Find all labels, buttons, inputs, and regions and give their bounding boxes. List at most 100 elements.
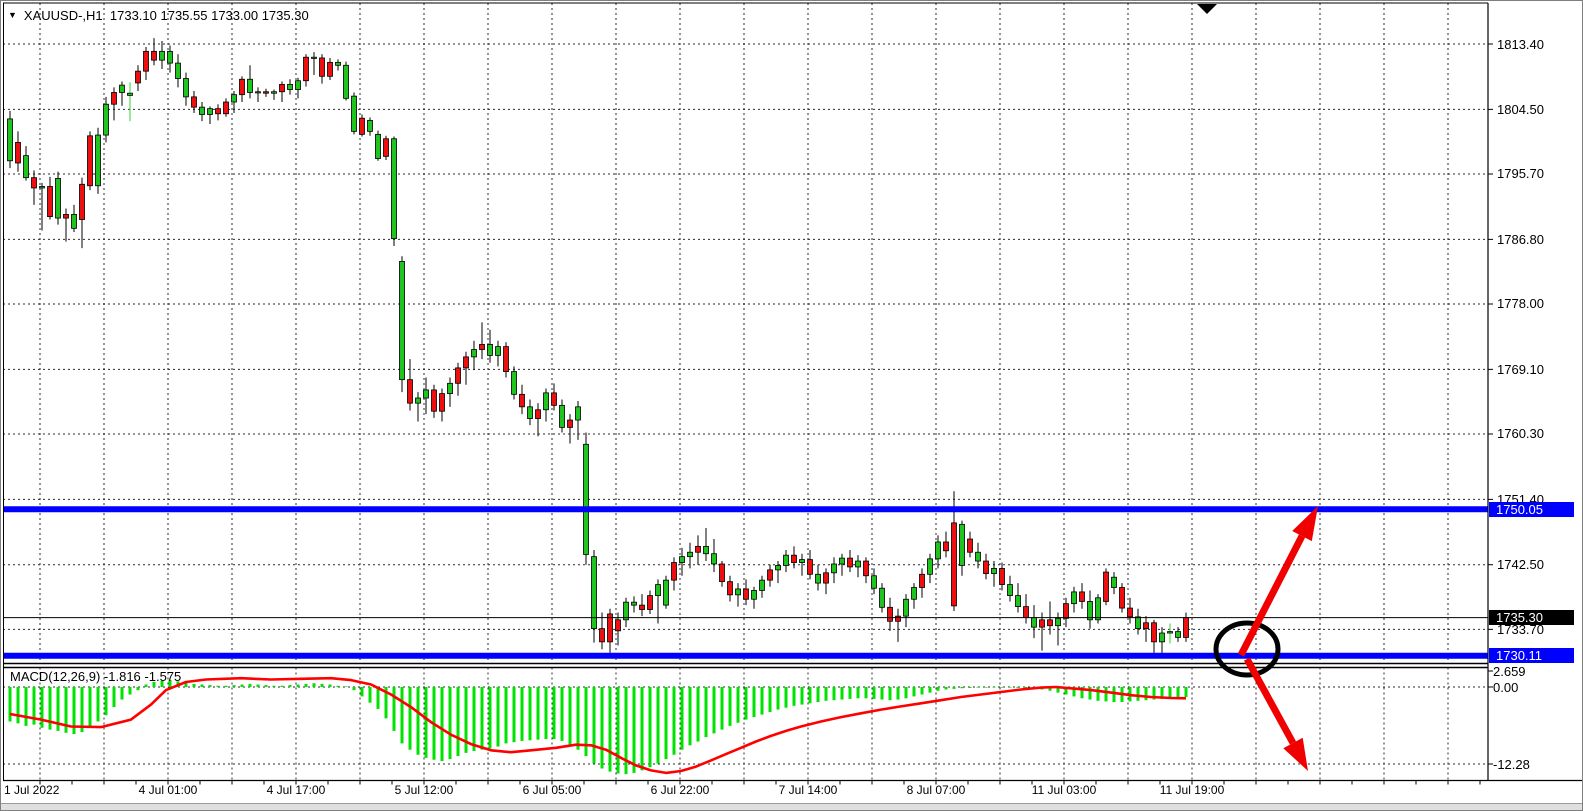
candle-body — [319, 57, 325, 77]
candle-body — [247, 78, 253, 93]
candle-body — [31, 177, 37, 189]
down-arrow-shaft[interactable] — [1243, 657, 1297, 745]
candle-body — [559, 404, 565, 428]
candle-body — [455, 367, 461, 384]
highlight-circle[interactable] — [1213, 620, 1281, 678]
candle-body — [959, 523, 965, 566]
time-axis-label: 5 Jul 12:00 — [394, 783, 454, 797]
candle-body — [407, 379, 413, 404]
candle-body — [271, 91, 277, 94]
candle-body — [743, 588, 749, 600]
candle-body — [631, 601, 637, 606]
candle-body — [999, 568, 1005, 585]
candle-body — [1031, 617, 1037, 628]
candle-body — [871, 575, 877, 589]
candle-body — [1063, 603, 1069, 619]
symbol-dropdown-icon[interactable]: ▼ — [8, 10, 17, 20]
candle-body — [1127, 607, 1133, 618]
candle-body — [615, 619, 621, 632]
candle-body — [47, 186, 53, 217]
candle-body — [423, 389, 429, 399]
time-axis-label: 4 Jul 01:00 — [138, 783, 198, 797]
candle-body — [575, 406, 581, 421]
candle-body — [591, 556, 597, 630]
candle-body — [479, 343, 485, 350]
candle-body — [87, 135, 93, 187]
candle-body — [1015, 595, 1021, 607]
time-axis-label: 11 Jul 19:00 — [1159, 783, 1225, 797]
candle-body — [1055, 617, 1061, 627]
candle-body — [1095, 597, 1101, 621]
candle-body — [15, 142, 21, 164]
candle-body — [919, 573, 925, 588]
chart-shift-icon[interactable] — [1197, 4, 1217, 14]
candle-body — [95, 134, 101, 187]
candle-body — [1039, 619, 1045, 628]
symbol-ohlc-text: XAUUSD-,H1 1733.10 1735.55 1733.00 1735.… — [23, 8, 309, 23]
time-axis-label: 8 Jul 07:00 — [906, 783, 966, 797]
candle-body — [599, 628, 605, 643]
candle-body — [511, 371, 517, 395]
candle-body — [183, 78, 189, 98]
candle-body — [375, 133, 381, 159]
macd-axis-label: 2.659 — [1493, 664, 1526, 679]
candle-body — [239, 78, 245, 96]
down-arrow-head-icon[interactable] — [1283, 737, 1308, 771]
candle-body — [431, 389, 437, 412]
candle-body — [951, 522, 957, 607]
price-axis-label: 1786.80 — [1497, 231, 1544, 247]
macd-axis-label: 0.00 — [1493, 680, 1519, 695]
macd-indicator-label: MACD(12,26,9) -1.816 -1.575 — [10, 669, 182, 684]
candle-body — [551, 392, 557, 406]
candle-body — [79, 183, 85, 220]
candle-body — [583, 443, 589, 555]
candle-body — [175, 62, 181, 79]
candle-body — [63, 213, 69, 219]
candle-body — [343, 64, 349, 99]
candle-body — [927, 558, 933, 575]
candle-body — [991, 568, 997, 574]
candle-body — [799, 559, 805, 563]
candle-body — [911, 587, 917, 600]
candle-body — [983, 560, 989, 574]
candle-body — [759, 579, 765, 591]
candle-body — [663, 579, 669, 606]
candle-body — [887, 606, 893, 622]
candle-body — [23, 155, 29, 179]
candle-body — [903, 598, 909, 617]
candle-body — [1183, 617, 1189, 638]
candle-body — [567, 419, 573, 428]
price-axis-label: 1813.40 — [1497, 36, 1544, 52]
candle-body — [1111, 576, 1117, 588]
up-arrow-head-icon[interactable] — [1292, 506, 1318, 542]
candle-body — [487, 343, 493, 356]
candle-body — [1103, 571, 1109, 602]
candle-body — [463, 356, 469, 369]
candle-body — [775, 565, 781, 571]
price-badge: 1730.11 — [1489, 648, 1574, 664]
candle-body — [671, 562, 677, 581]
candle-body — [1159, 632, 1165, 643]
up-arrow-shaft[interactable] — [1237, 534, 1306, 657]
candle-body — [399, 261, 405, 381]
candle-body — [231, 94, 237, 103]
candle-body — [727, 581, 733, 596]
price-axis-label: 1769.10 — [1497, 361, 1544, 377]
candle-body — [623, 601, 629, 621]
candle-body — [415, 397, 421, 404]
candle-body — [943, 541, 949, 552]
candle-body — [751, 590, 757, 600]
candle-body — [335, 61, 341, 66]
candle-body — [447, 382, 453, 395]
candle-body — [191, 96, 197, 108]
time-axis-label: 4 Jul 17:00 — [266, 783, 326, 797]
candle-body — [1143, 622, 1149, 630]
candle-body — [367, 119, 373, 132]
candle-body — [215, 108, 221, 115]
candle-body — [1087, 601, 1093, 621]
candle-body — [639, 604, 645, 610]
candle-body — [687, 551, 693, 558]
candle-body — [295, 80, 301, 90]
time-axis-label: 6 Jul 22:00 — [650, 783, 710, 797]
